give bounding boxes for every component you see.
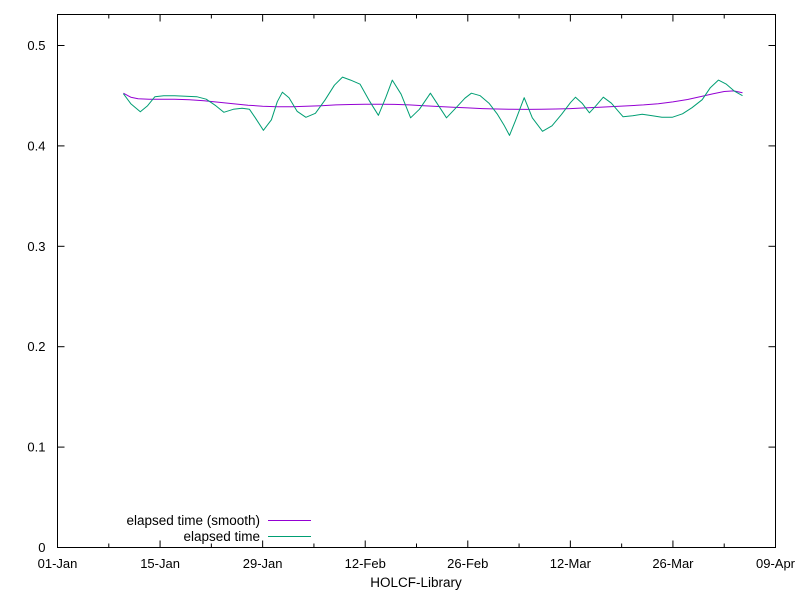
x-tick-label: 26-Mar <box>652 556 694 571</box>
x-tick-label: 12-Mar <box>550 556 592 571</box>
x-tick-label: 01-Jan <box>38 556 78 571</box>
legend-entry-smooth: elapsed time (smooth) <box>0 512 311 528</box>
y-tick-label: 0.2 <box>27 339 45 354</box>
x-axis-title: HOLCF-Library <box>370 575 462 590</box>
legend-label-elapsed: elapsed time <box>183 528 260 544</box>
series-line-elapsed <box>122 76 743 136</box>
x-tick-label: 26-Feb <box>447 556 488 571</box>
y-tick-label: 0.5 <box>27 38 45 53</box>
legend: elapsed time (smooth) elapsed time <box>0 512 311 544</box>
legend-entry-elapsed: elapsed time <box>0 528 311 544</box>
y-tick-label: 0 <box>38 540 45 555</box>
y-tick-label: 0.1 <box>27 440 45 455</box>
x-tick-label: 29-Jan <box>243 556 283 571</box>
legend-line-smooth-icon <box>268 519 311 521</box>
legend-line-elapsed-icon <box>268 535 311 537</box>
legend-label-smooth: elapsed time (smooth) <box>126 512 260 528</box>
y-tick-label: 0.3 <box>27 239 45 254</box>
plot-border <box>57 14 776 548</box>
x-tick-label: 09-Apr <box>756 556 796 571</box>
y-tick-label: 0.4 <box>27 138 45 153</box>
series-line-smooth <box>123 90 743 110</box>
x-tick-label: 12-Feb <box>345 556 386 571</box>
x-tick-label: 15-Jan <box>140 556 180 571</box>
